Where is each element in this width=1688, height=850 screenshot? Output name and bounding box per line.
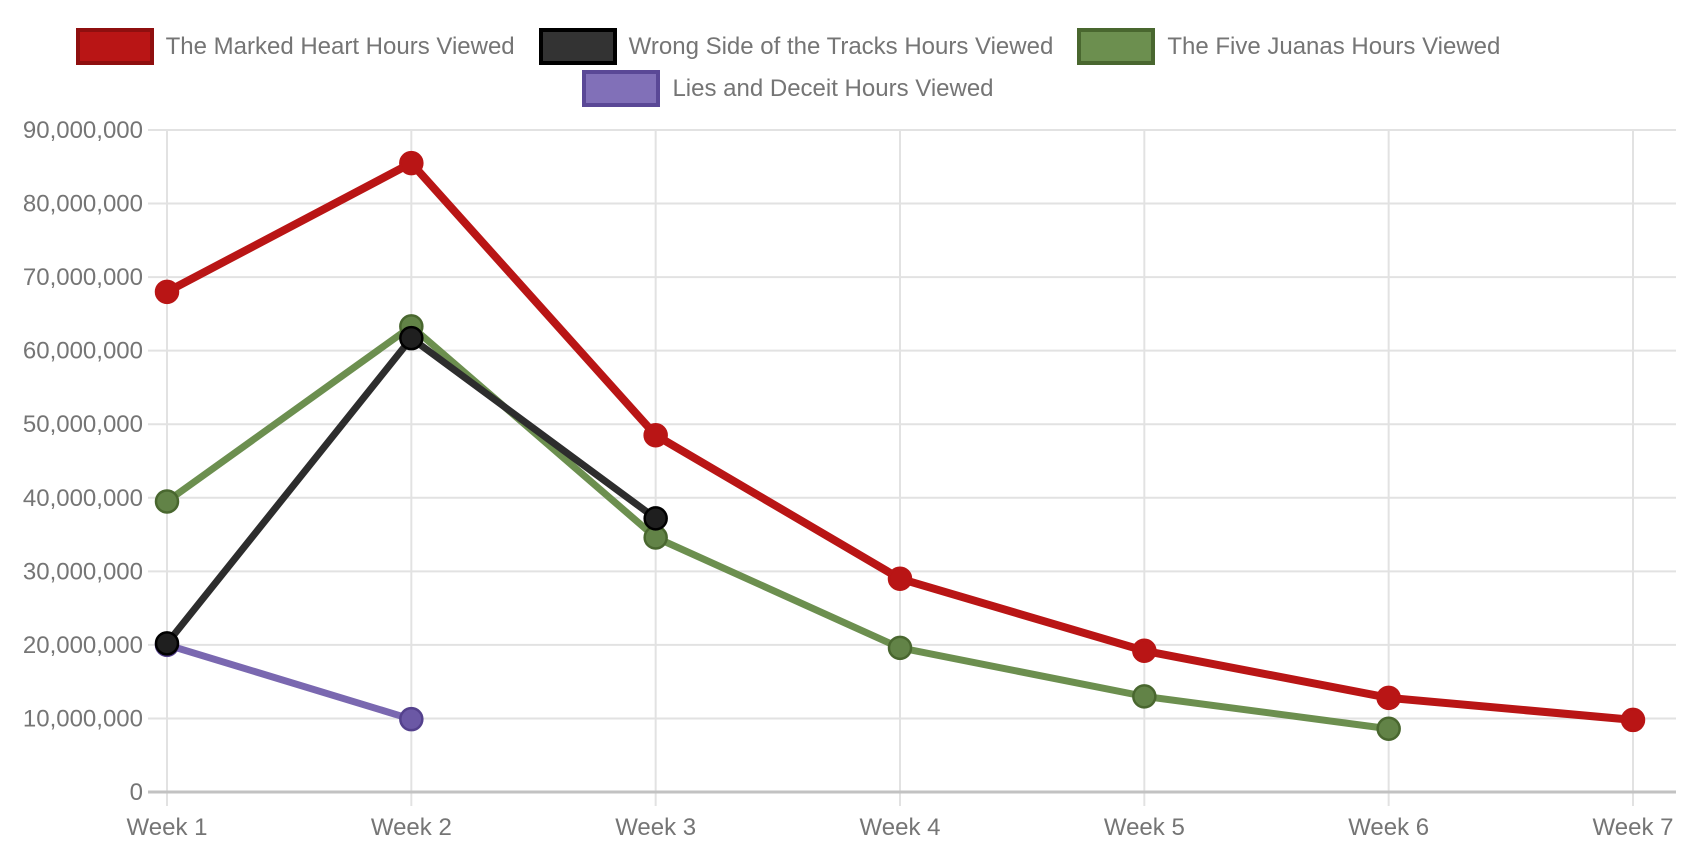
series-line-five-juanas xyxy=(163,322,1393,733)
legend-label-wrong-side: Wrong Side of the Tracks Hours Viewed xyxy=(628,32,1054,60)
y-tick-label: 50,000,000 xyxy=(23,411,143,438)
legend-item-five-juanas[interactable]: The Five Juanas Hours Viewed xyxy=(1077,28,1500,65)
data-point-marked-heart-week-3[interactable] xyxy=(643,423,668,448)
chart-legend: The Marked Heart Hours Viewed Wrong Side… xyxy=(0,28,1688,107)
y-tick-label: 70,000,000 xyxy=(23,264,143,291)
x-tick-label-week-4: Week 4 xyxy=(860,814,941,841)
x-tick-label-week-7: Week 7 xyxy=(1593,814,1674,841)
data-point-five-juanas-week-6[interactable] xyxy=(1376,716,1401,741)
data-point-five-juanas-week-4[interactable] xyxy=(887,635,913,661)
x-tick-label-week-5: Week 5 xyxy=(1104,814,1185,841)
x-tick-label-week-6: Week 6 xyxy=(1348,814,1429,841)
x-tick-label-week-2: Week 2 xyxy=(371,814,452,841)
data-point-marked-heart-week-1[interactable] xyxy=(154,279,180,305)
legend-label-lies-deceit: Lies and Deceit Hours Viewed xyxy=(672,74,994,102)
data-point-five-juanas-week-1[interactable] xyxy=(154,489,180,514)
data-point-marked-heart-week-7[interactable] xyxy=(1620,707,1646,733)
data-point-lies-deceit-week-2[interactable] xyxy=(399,706,424,732)
data-point-five-juanas-week-5[interactable] xyxy=(1132,684,1157,709)
legend-swatch-five-juanas xyxy=(1077,28,1156,65)
y-tick-label: 90,000,000 xyxy=(23,117,143,144)
data-point-wrong-side-week-1[interactable] xyxy=(154,631,180,656)
data-point-wrong-side-week-3[interactable] xyxy=(643,506,668,531)
y-tick-label: 10,000,000 xyxy=(23,705,143,732)
legend-label-marked-heart: The Marked Heart Hours Viewed xyxy=(165,32,515,60)
legend-swatch-marked-heart xyxy=(75,28,154,65)
legend-swatch-lies-deceit xyxy=(582,70,661,107)
legend-row-1: The Marked Heart Hours Viewed Wrong Side… xyxy=(75,28,1500,65)
y-tick-label: 0 xyxy=(130,779,143,806)
data-point-marked-heart-week-6[interactable] xyxy=(1376,685,1401,711)
y-tick-label: 60,000,000 xyxy=(23,338,143,365)
legend-row-2: Lies and Deceit Hours Viewed xyxy=(582,70,994,107)
legend-item-marked-heart[interactable]: The Marked Heart Hours Viewed xyxy=(75,28,515,65)
data-point-marked-heart-week-4[interactable] xyxy=(887,566,913,591)
legend-item-lies-deceit[interactable]: Lies and Deceit Hours Viewed xyxy=(582,70,994,107)
y-tick-label: 40,000,000 xyxy=(23,485,143,512)
y-tick-label: 20,000,000 xyxy=(23,632,143,659)
legend-item-wrong-side[interactable]: Wrong Side of the Tracks Hours Viewed xyxy=(538,28,1054,65)
x-tick-label-week-1: Week 1 xyxy=(127,814,208,841)
data-point-marked-heart-week-2[interactable] xyxy=(399,150,424,176)
legend-swatch-wrong-side xyxy=(538,28,617,65)
series-line-lies-deceit xyxy=(163,641,415,723)
y-tick-label: 80,000,000 xyxy=(23,191,143,218)
y-tick-label: 30,000,000 xyxy=(23,558,143,585)
x-tick-label-week-3: Week 3 xyxy=(615,814,696,841)
legend-label-five-juanas: The Five Juanas Hours Viewed xyxy=(1167,32,1501,60)
data-point-marked-heart-week-5[interactable] xyxy=(1132,638,1157,664)
data-point-wrong-side-week-2[interactable] xyxy=(399,325,424,351)
